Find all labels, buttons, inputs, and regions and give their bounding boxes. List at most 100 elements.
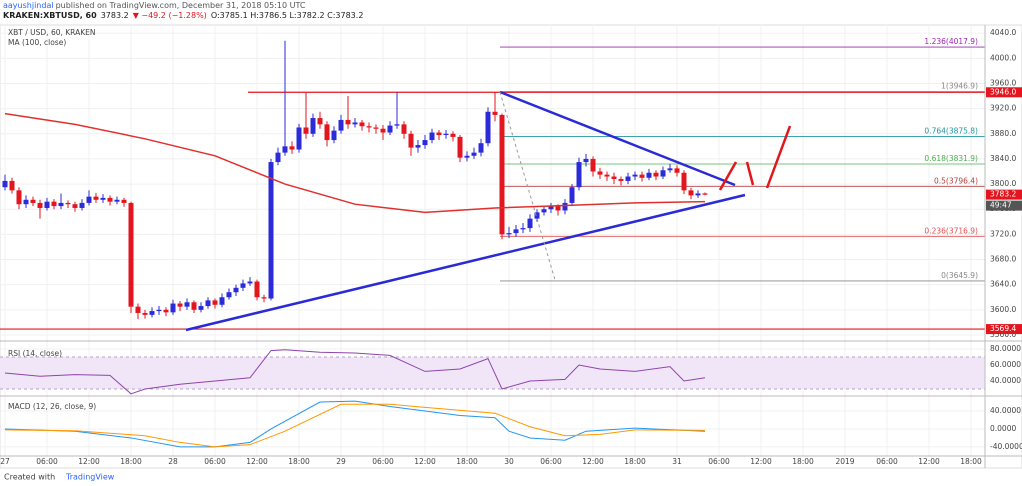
candle-body: [415, 145, 421, 148]
x-tick-label: 18:00: [960, 457, 982, 466]
x-tick-label: 30: [504, 457, 514, 466]
y-tick-label: -40.0000: [990, 442, 1022, 451]
candle-body: [520, 228, 526, 230]
candle-body: [408, 133, 414, 148]
trend-line: [185, 193, 746, 332]
x-tick-label: 29: [336, 457, 346, 466]
author[interactable]: aayushjindal: [3, 1, 54, 10]
candle-body: [317, 118, 323, 125]
price-tag: 3946.0: [990, 87, 1016, 96]
candle-body: [590, 158, 596, 172]
candle-body: [653, 172, 659, 177]
trend-line: [499, 90, 736, 187]
candle-body: [681, 172, 687, 191]
candle-body: [352, 122, 358, 125]
y-tick-label: 3640.0: [990, 280, 1016, 289]
candle-body: [114, 199, 120, 202]
candle-body: [177, 303, 183, 307]
x-tick-label: 18:00: [288, 457, 310, 466]
symbol: KRAKEN:XBTUSD, 60: [3, 11, 97, 20]
x-tick-label: 12:00: [414, 457, 436, 466]
candle-body: [506, 233, 512, 235]
y-tick-label: 80.0000: [990, 344, 1021, 353]
candle-body: [121, 199, 127, 203]
x-tick-label: 06:00: [204, 457, 226, 466]
candle-body: [674, 168, 680, 173]
fib-label: 1(3946.9): [941, 82, 978, 91]
candle-body: [436, 132, 442, 136]
x-tick-label: 18:00: [120, 457, 142, 466]
x-tick-label: 12:00: [78, 457, 100, 466]
candle-body: [51, 201, 57, 207]
candle-body: [366, 126, 372, 128]
x-tick-label: 18:00: [456, 457, 478, 466]
projection-arrow: [718, 161, 738, 191]
candle-body: [443, 133, 449, 136]
candle-body: [618, 179, 624, 181]
candle-body: [394, 124, 400, 126]
y-tick-label: 3600.0: [990, 305, 1016, 314]
candle-body: [345, 119, 351, 125]
candle-body: [289, 146, 295, 150]
x-tick-label: 12:00: [918, 457, 940, 466]
candle-body: [205, 300, 211, 307]
candle-body: [16, 190, 22, 205]
y-tick-label: 3680.0: [990, 255, 1016, 264]
candle-body: [450, 133, 456, 137]
macd-label: MACD (12, 26, close, 9): [8, 402, 96, 411]
candle-body: [9, 180, 15, 191]
candle-body: [268, 162, 274, 299]
candle-body: [548, 206, 554, 210]
candle-body: [184, 302, 190, 307]
candle-body: [464, 155, 470, 158]
candle-body: [240, 283, 246, 288]
candle-body: [702, 193, 708, 195]
candle-body: [86, 196, 92, 203]
candle-body: [597, 171, 603, 175]
symbol-line: KRAKEN:XBTUSD, 60 3783.2 ▼ −49.2 (−1.28%) O…: [3, 11, 367, 20]
candle-body: [569, 187, 575, 203]
candle-body: [555, 206, 561, 211]
candle-body: [387, 125, 393, 133]
candle-body: [170, 303, 176, 313]
candle-body: [632, 174, 638, 177]
change: ▼ −49.2 (−1.28%): [132, 11, 207, 20]
candle-body: [604, 174, 610, 177]
candle-body: [359, 122, 365, 127]
x-tick-label: 28: [168, 457, 178, 466]
candle-body: [72, 204, 78, 208]
x-tick-label: 06:00: [540, 457, 562, 466]
ohlc: O:3785.1 H:3786.5 L:3782.2 C:3783.2: [210, 11, 364, 20]
candle-body: [156, 309, 162, 312]
candle-body: [149, 311, 155, 315]
candle-body: [303, 127, 309, 134]
fib-label: 0.5(3796.4): [934, 176, 978, 185]
y-tick-label: 3560.0: [990, 330, 1016, 339]
price-tag-box: [986, 324, 1022, 335]
y-tick-label: 3720.0: [990, 229, 1016, 238]
fib-label: 1.236(4017.9): [924, 37, 978, 46]
candle-body: [429, 132, 435, 141]
footer-brand[interactable]: TradingView: [65, 473, 115, 482]
candle-body: [107, 197, 113, 202]
candle-body: [373, 127, 379, 129]
header-line: aayushjindal published on TradingView.com…: [3, 1, 310, 10]
candle-body: [128, 202, 134, 307]
candle-body: [247, 281, 253, 284]
candle-body: [65, 202, 71, 205]
candle-body: [499, 114, 505, 235]
candle-body: [58, 202, 64, 207]
y-tick-label: 60.0000: [990, 360, 1021, 369]
macd-line: [4, 400, 706, 448]
x-tick-label: 12:00: [582, 457, 604, 466]
candle-body: [485, 111, 491, 144]
y-tick-label: 3840.0: [990, 154, 1016, 163]
candle-body: [667, 168, 673, 171]
macd-line: [4, 403, 706, 448]
candle-body: [401, 124, 407, 134]
price-tag: 3569.4: [990, 324, 1016, 333]
candle-body: [457, 136, 463, 158]
candle-body: [380, 128, 386, 133]
x-tick-label: 31: [672, 457, 682, 466]
candle-body: [100, 197, 106, 200]
